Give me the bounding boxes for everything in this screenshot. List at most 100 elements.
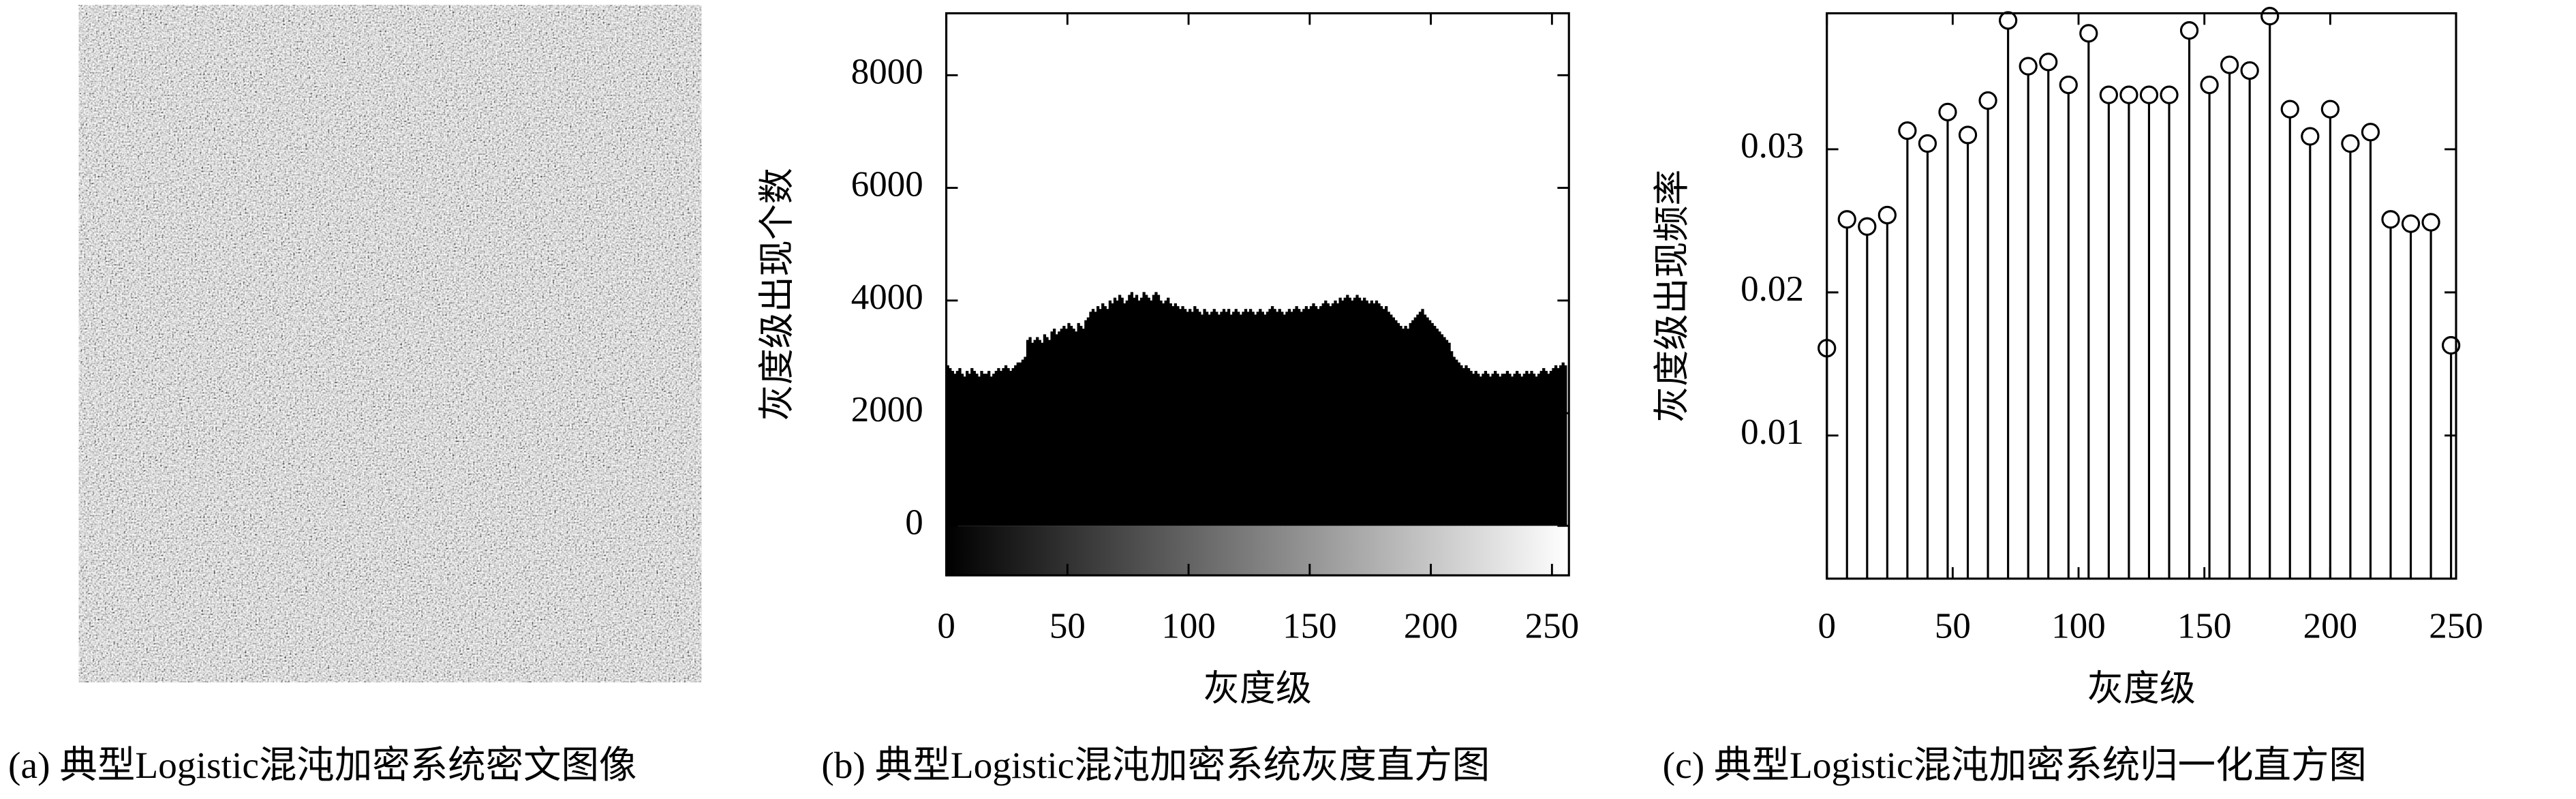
bar (1174, 303, 1178, 526)
bar (1505, 371, 1509, 526)
bar (1520, 376, 1524, 526)
bar (1004, 365, 1008, 526)
bar (1430, 322, 1434, 526)
bar (1438, 331, 1441, 526)
bar (1062, 325, 1066, 526)
bar (1113, 297, 1117, 526)
bar (1484, 371, 1488, 526)
bar (1564, 365, 1567, 526)
x-tick-label: 0 (1818, 607, 1836, 646)
bar (1193, 306, 1197, 526)
bar (1445, 340, 1449, 526)
bar (1488, 376, 1492, 526)
bar (1016, 362, 1019, 526)
bar (1225, 312, 1228, 526)
bar (1450, 351, 1454, 526)
bar (1135, 295, 1139, 526)
bar (1309, 306, 1313, 526)
bar (1525, 371, 1529, 526)
stem-marker (1877, 205, 1897, 225)
bar (1501, 374, 1504, 526)
bar (1123, 303, 1126, 526)
bar (1009, 371, 1013, 526)
bar (1363, 297, 1366, 526)
bar (1237, 312, 1240, 526)
bar (1479, 376, 1482, 526)
bar (1513, 374, 1516, 526)
bar (1561, 362, 1565, 526)
bar (970, 367, 974, 526)
bar (1072, 329, 1075, 526)
y-tick-label: 0.03 (1741, 126, 1804, 166)
bar (1089, 312, 1092, 526)
bar (1111, 303, 1114, 526)
bar (1474, 371, 1477, 526)
bar (1404, 325, 1407, 526)
bar (1486, 374, 1490, 526)
bar (1516, 371, 1519, 526)
bar (1234, 309, 1238, 526)
bar (1518, 374, 1521, 526)
bar (1014, 365, 1017, 526)
bar (1139, 297, 1144, 526)
bar (1167, 297, 1170, 526)
stem-marker (2119, 85, 2138, 104)
colorbar (946, 526, 1569, 575)
bar (1373, 303, 1376, 526)
bar (1178, 309, 1182, 526)
bar (1482, 374, 1485, 526)
bar (963, 376, 966, 526)
bar (1164, 300, 1167, 526)
stem-marker (1858, 217, 1877, 236)
bar (1508, 374, 1512, 526)
bar (1549, 371, 1553, 526)
bar (977, 376, 981, 526)
bar (1413, 317, 1417, 526)
bar (1494, 371, 1497, 526)
bar (1358, 297, 1362, 526)
stem-marker (2320, 100, 2340, 119)
bar (1159, 300, 1163, 526)
bar (1021, 359, 1025, 526)
bar (1156, 295, 1161, 526)
bar (1142, 292, 1146, 526)
bar (1499, 376, 1502, 526)
bar (1268, 309, 1272, 526)
bar (1198, 312, 1201, 526)
bar (1227, 309, 1231, 526)
bar (1067, 322, 1071, 526)
bar (958, 367, 962, 526)
bar (1069, 325, 1073, 526)
bar (1276, 312, 1279, 526)
bar (1038, 340, 1041, 526)
bar (1426, 317, 1429, 526)
bar (1411, 320, 1415, 526)
x-tick-label: 0 (937, 607, 955, 646)
bar (1026, 340, 1030, 526)
bar (1443, 337, 1446, 526)
bar (1101, 303, 1105, 526)
bar (1304, 306, 1308, 526)
bar (1246, 312, 1250, 526)
bar (1407, 329, 1410, 526)
bar (1324, 300, 1328, 526)
bar (1477, 374, 1480, 526)
bar (1496, 374, 1499, 526)
bar (1084, 320, 1088, 526)
bar (946, 365, 949, 526)
bar (1462, 367, 1466, 526)
stem-marker (1958, 125, 1978, 145)
bar (1379, 306, 1383, 526)
y-axis-label: 灰度级出现个数 (757, 168, 797, 421)
stem-marker (2179, 21, 2199, 40)
bar (1186, 312, 1189, 526)
x-tick-label: 250 (2429, 607, 2483, 646)
bar (1423, 314, 1427, 526)
bar (1047, 340, 1052, 526)
stem-marker (2019, 57, 2038, 76)
bar (1137, 300, 1141, 526)
bar (1334, 300, 1337, 526)
bar (1064, 329, 1069, 526)
bar (1181, 306, 1184, 526)
bar (1154, 292, 1158, 526)
